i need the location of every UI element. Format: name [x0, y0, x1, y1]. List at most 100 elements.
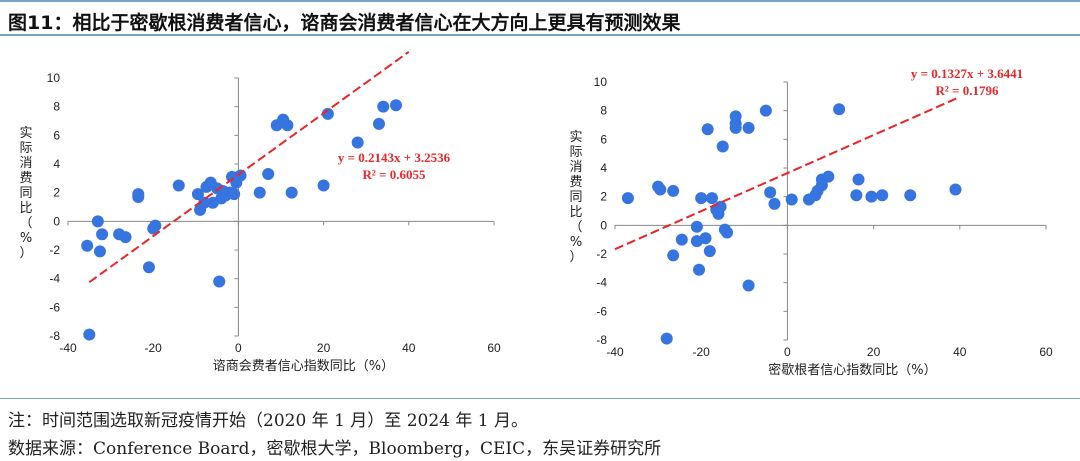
- y-tick-label: 4: [600, 161, 607, 175]
- data-point: [904, 189, 917, 202]
- y-tick-label: 10: [594, 75, 608, 89]
- data-point: [262, 168, 275, 181]
- y-tick-label: 0: [600, 218, 607, 232]
- data-point: [198, 196, 211, 209]
- x-tick-label: -20: [145, 341, 163, 355]
- trend-equation: y = 0.1327x + 3.6441: [911, 66, 1023, 81]
- data-point: [132, 190, 145, 203]
- data-point: [729, 117, 742, 130]
- data-point: [865, 190, 878, 203]
- title-bar: 图11：相比于密歇根消费者信心，谘商会消费者信心在大方向上更具有预测效果: [0, 0, 1080, 36]
- data-point: [693, 263, 706, 276]
- data-point: [234, 169, 247, 182]
- data-point: [91, 215, 104, 228]
- y-axis-label: 实际消费同比（%）: [569, 130, 582, 265]
- data-point: [759, 104, 772, 117]
- data-point: [660, 332, 673, 345]
- data-point: [701, 123, 714, 136]
- y-tick-label: 8: [53, 100, 60, 114]
- x-tick-label: 60: [487, 341, 501, 355]
- figure-title: 图11：相比于密歇根消费者信心，谘商会消费者信心在大方向上更具有预测效果: [8, 12, 681, 34]
- data-point: [621, 192, 634, 205]
- trend-r-squared: R² = 0.6055: [363, 167, 426, 182]
- data-point: [703, 245, 716, 258]
- data-point: [742, 279, 755, 292]
- data-point: [667, 184, 680, 197]
- y-tick-label: -2: [49, 243, 60, 257]
- data-point: [142, 261, 155, 274]
- data-point: [764, 186, 777, 199]
- y-axis-label: 实际消费同比（%）: [19, 126, 32, 261]
- data-point: [721, 226, 734, 239]
- y-tick-label: -8: [49, 329, 60, 343]
- y-tick-label: 4: [53, 157, 60, 171]
- data-point: [172, 179, 185, 192]
- y-tick-label: 10: [47, 71, 61, 85]
- y-tick-label: 0: [53, 214, 60, 228]
- data-point: [768, 197, 781, 210]
- x-tick-label: 40: [402, 341, 416, 355]
- y-tick-label: 6: [53, 128, 60, 142]
- x-tick-label: 0: [235, 341, 242, 355]
- x-axis-label: 密歇根者信心指数同比（%）: [768, 362, 936, 378]
- data-point: [833, 103, 846, 116]
- data-point: [654, 183, 667, 196]
- y-tick-label: -2: [596, 247, 607, 261]
- x-tick-label: 60: [1039, 345, 1053, 359]
- data-point: [852, 173, 865, 186]
- data-point: [667, 249, 680, 262]
- data-point: [850, 189, 863, 202]
- data-point: [96, 228, 109, 241]
- x-tick-label: -40: [606, 345, 624, 359]
- x-tick-label: -40: [59, 341, 77, 355]
- data-point: [716, 140, 729, 153]
- data-point: [285, 186, 298, 199]
- data-point: [321, 107, 334, 120]
- data-point: [191, 188, 204, 201]
- data-point: [714, 200, 727, 213]
- data-point: [213, 275, 226, 288]
- y-tick-label: -8: [596, 333, 607, 347]
- data-point: [699, 232, 712, 245]
- y-tick-label: 2: [600, 190, 607, 204]
- data-point: [949, 183, 962, 196]
- x-tick-label: 20: [867, 345, 881, 359]
- data-point: [253, 186, 266, 199]
- data-source: 数据来源：Conference Board，密歇根大学，Bloomberg，CE…: [8, 439, 662, 459]
- data-point: [377, 100, 390, 113]
- separator: [0, 398, 1080, 399]
- data-point: [93, 245, 106, 258]
- data-point: [742, 121, 755, 134]
- data-point: [83, 328, 96, 341]
- data-point: [281, 119, 294, 132]
- x-tick-label: 0: [784, 345, 791, 359]
- x-tick-label: 20: [317, 341, 331, 355]
- data-point: [390, 99, 403, 112]
- x-tick-label: 40: [953, 345, 967, 359]
- data-point: [119, 231, 132, 244]
- data-point: [785, 193, 798, 206]
- y-tick-label: -4: [596, 276, 607, 290]
- data-point: [822, 170, 835, 183]
- footnote: 注：时间范围选取新冠疫情开始（2020 年 1 月）至 2024 年 1 月。: [8, 411, 528, 431]
- data-point: [317, 179, 330, 192]
- y-tick-label: 6: [600, 132, 607, 146]
- y-tick-label: 8: [600, 104, 607, 118]
- data-point: [675, 233, 688, 246]
- data-point: [81, 239, 94, 252]
- trend-equation: y = 0.2143x + 3.2536: [338, 150, 451, 165]
- trendline: [88, 51, 410, 284]
- x-axis-label: 谘商会费者信心指数同比（%）: [213, 359, 394, 374]
- data-point: [351, 136, 364, 149]
- data-point: [876, 189, 889, 202]
- y-tick-label: -6: [596, 304, 607, 318]
- data-point: [228, 188, 241, 201]
- data-point: [372, 117, 385, 130]
- trendline: [614, 96, 961, 251]
- y-tick-label: 2: [53, 186, 60, 200]
- data-point: [695, 192, 708, 205]
- data-point: [149, 219, 162, 232]
- trend-r-squared: R² = 0.1796: [936, 83, 999, 98]
